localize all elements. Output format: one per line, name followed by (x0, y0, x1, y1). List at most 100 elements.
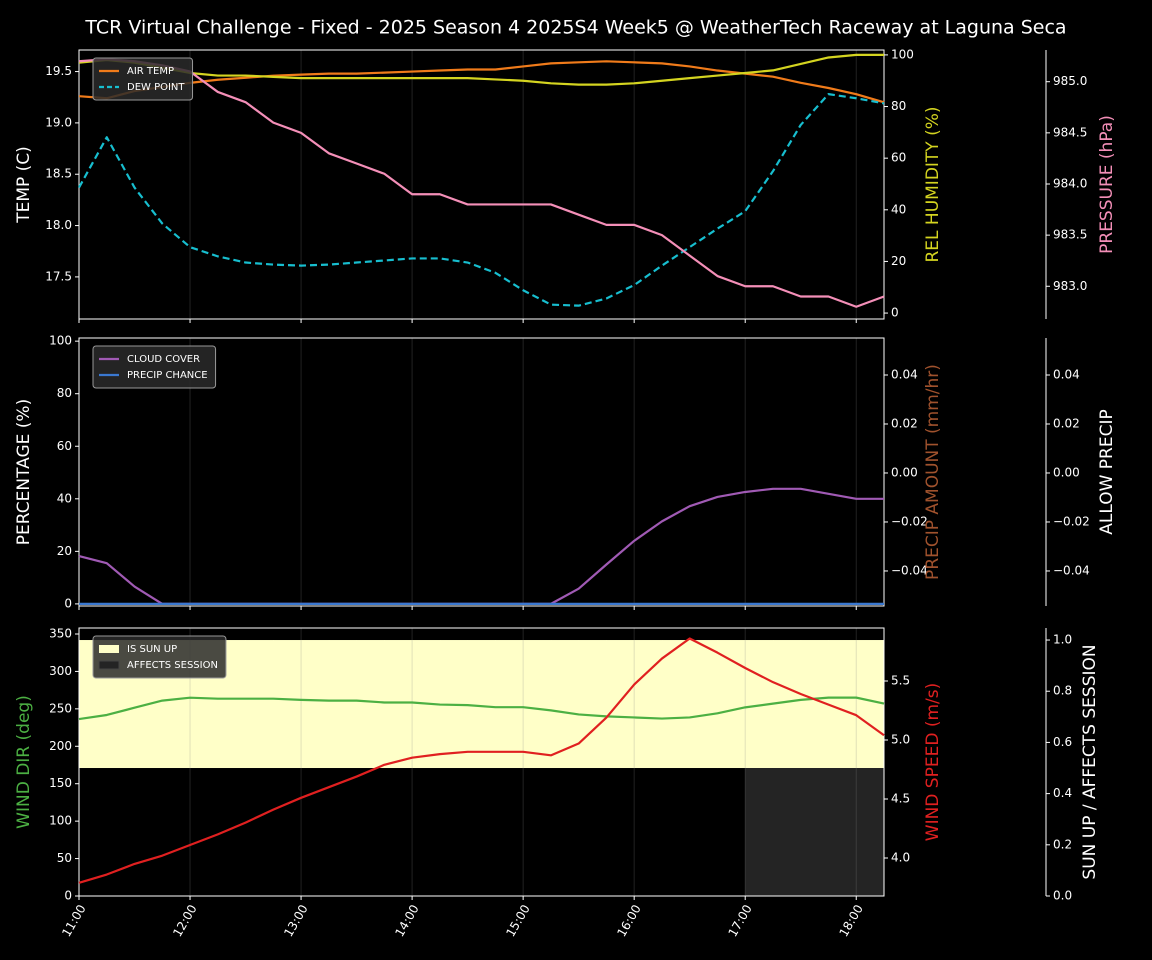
y-tick-label: 100 (49, 814, 72, 828)
y3-axis-label: PRESSURE (hPa) (1097, 115, 1117, 254)
band-segment (523, 640, 552, 769)
y2-tick-label: 100 (891, 47, 914, 61)
y2-tick-label: 5.5 (891, 673, 910, 687)
band-segment (689, 640, 718, 769)
y3-tick-label: 0.04 (1053, 367, 1080, 381)
frame (78, 337, 885, 607)
y2-tick-label: 40 (891, 202, 906, 216)
y3-axis-label: ALLOW PRECIP (1097, 409, 1117, 535)
legend-box (92, 345, 217, 389)
y3-tick-label: 0.0 (1053, 889, 1072, 903)
band-segment (550, 640, 580, 769)
band-segment (661, 640, 691, 769)
series-line (78, 60, 885, 104)
band-segment (384, 640, 413, 769)
y-tick-label: 0 (64, 596, 72, 610)
chart-title: TCR Virtual Challenge - Fixed - 2025 Sea… (84, 17, 1066, 39)
frame (78, 627, 885, 897)
band-segment (301, 640, 330, 769)
y3-tick-label: 0.8 (1053, 684, 1072, 698)
y-tick-label: 19.5 (45, 64, 72, 78)
band-segment (772, 768, 802, 896)
y-tick-label: 80 (57, 386, 72, 400)
y3-tick-label: −0.04 (1053, 563, 1090, 577)
legend-label: PRECIP CHANCE (127, 370, 208, 381)
y-tick-label: 20 (57, 544, 72, 558)
y-tick-label: 100 (49, 334, 72, 348)
y3-tick-label: 983.5 (1053, 228, 1087, 242)
y3-tick-label: 0.6 (1053, 735, 1072, 749)
y3-tick-label: 0.2 (1053, 837, 1072, 851)
y3-tick-label: 984.0 (1053, 176, 1087, 190)
y2-tick-label: 4.5 (891, 791, 910, 805)
band-segment (467, 640, 496, 769)
y3-tick-label: 1.0 (1053, 633, 1072, 647)
legend-swatch (99, 645, 119, 653)
y2-axis-label: REL HUMIDITY (%) (923, 106, 943, 262)
y3-tick-label: −0.02 (1053, 514, 1090, 528)
band-segment (245, 640, 274, 769)
y3-tick-label: 983.0 (1053, 279, 1087, 293)
series-line (78, 637, 885, 884)
y-tick-label: 18.5 (45, 167, 72, 181)
y-tick-label: 200 (49, 739, 72, 753)
y-tick-label: 17.5 (45, 269, 72, 283)
y2-tick-label: 0 (891, 306, 899, 320)
band-segment (745, 768, 774, 896)
y-tick-label: 60 (57, 439, 72, 453)
y-tick-label: 18.0 (45, 218, 72, 232)
band-segment (495, 640, 524, 769)
legend-label: CLOUD COVER (127, 354, 200, 365)
y2-tick-label: 0.02 (891, 416, 918, 430)
y2-tick-label: 5.0 (891, 732, 910, 746)
frame (78, 49, 885, 320)
band-segment (856, 768, 885, 896)
legend-label: AIR TEMP (127, 66, 174, 77)
y2-tick-label: 0.04 (891, 367, 918, 381)
y2-tick-label: −0.04 (891, 563, 928, 577)
y-tick-label: 50 (57, 851, 72, 865)
y3-tick-label: 984.5 (1053, 125, 1087, 139)
y-tick-label: 250 (49, 701, 72, 715)
y-axis-label: TEMP (C) (14, 146, 34, 224)
y-tick-label: 0 (64, 889, 72, 903)
band-segment (828, 768, 857, 896)
y-tick-label: 350 (49, 626, 72, 640)
band-segment (828, 640, 857, 769)
series-line (78, 93, 885, 307)
band-segment (606, 640, 635, 769)
y-tick-label: 300 (49, 664, 72, 678)
y3-tick-label: 985.0 (1053, 74, 1087, 88)
legend-label: AFFECTS SESSION (127, 660, 218, 671)
band-segment (356, 640, 385, 769)
legend-swatch (98, 660, 120, 670)
y3-axis-label: SUN UP / AFFECTS SESSION (1080, 644, 1100, 879)
y2-axis-label: WIND SPEED (m/s) (923, 683, 943, 841)
legend-box (92, 635, 227, 679)
y2-tick-label: 4.0 (891, 851, 910, 865)
y2-axis-label: PRECIP AMOUNT (mm/hr) (923, 364, 943, 580)
y-tick-label: 40 (57, 491, 72, 505)
series-line (78, 58, 885, 308)
y-axis-label: WIND DIR (deg) (14, 695, 34, 829)
band-segment (273, 640, 302, 769)
band-segment (856, 640, 885, 769)
band-segment (328, 640, 358, 769)
legend-box (92, 57, 194, 101)
y-axis-label: PERCENTAGE (%) (14, 399, 34, 545)
y2-tick-label: 60 (891, 151, 906, 165)
y3-tick-label: 0.00 (1053, 465, 1080, 479)
band-segment (578, 640, 607, 769)
legend-label: DEW POINT (127, 82, 185, 93)
y2-tick-label: −0.02 (891, 514, 928, 528)
y-tick-label: 19.0 (45, 115, 72, 129)
y2-tick-label: 0.00 (891, 465, 918, 479)
series-line (78, 53, 884, 86)
y3-tick-label: 0.4 (1053, 786, 1072, 800)
band-segment (634, 640, 663, 769)
series-line (78, 696, 885, 721)
band-segment (800, 768, 829, 896)
y-tick-label: 150 (49, 776, 72, 790)
legend-label: IS SUN UP (127, 644, 177, 655)
